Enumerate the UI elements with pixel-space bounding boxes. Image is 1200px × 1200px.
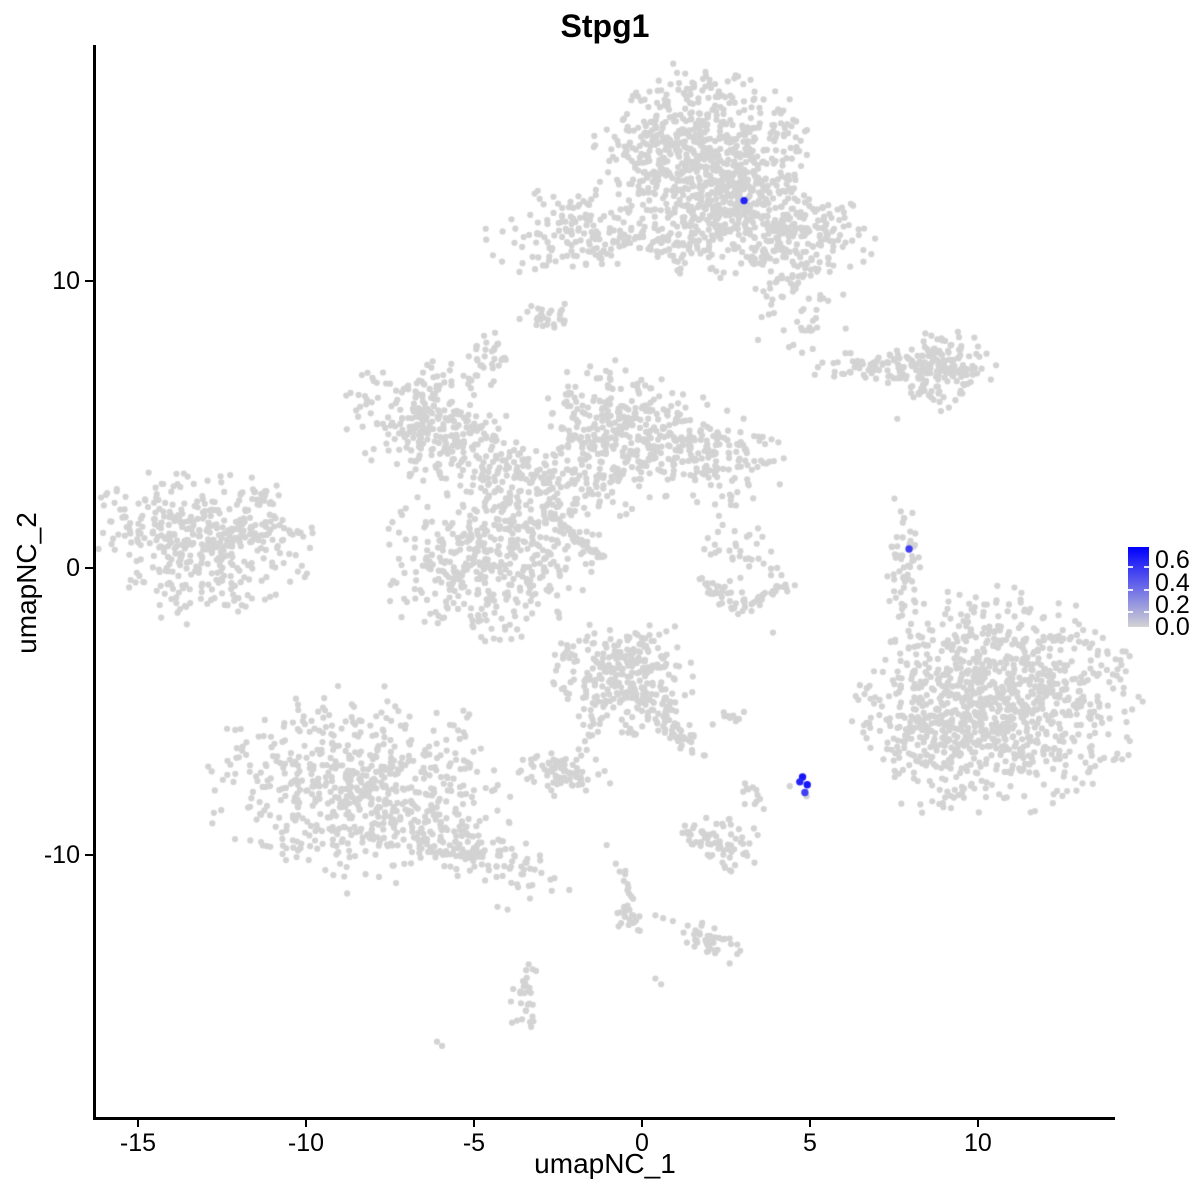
x-axis-line [93,1117,1115,1120]
legend-tick-mark [1144,566,1149,569]
legend-gradient-bar [1128,547,1149,635]
y-tick-label: 10 [52,266,80,295]
legend-tick-mark [1128,633,1133,635]
y-tick-mark [85,566,93,570]
y-tick-mark [85,279,93,283]
y-tick-label: -10 [43,841,80,870]
x-tick-mark [976,1119,980,1127]
x-tick-mark [640,1119,644,1127]
y-axis-title: umapNC_2 [11,512,42,654]
y-tick-mark [85,853,93,857]
legend-tick-mark [1144,610,1149,613]
legend-tick-mark [1128,610,1133,613]
x-tick-mark [472,1119,476,1127]
x-tick-mark [808,1119,812,1127]
x-tick-mark [304,1119,308,1127]
legend-tick-mark [1128,566,1133,569]
x-tick-label: 10 [964,1129,992,1157]
x-tick-label: -5 [462,1129,486,1157]
legend-tick-mark [1144,588,1149,591]
y-tick-label: 0 [66,554,80,582]
x-tick-label: 5 [802,1129,817,1157]
legend-label: 0.0 [1155,613,1190,641]
legend-label: 0.4 [1155,568,1190,597]
x-tick-label: 0 [635,1129,649,1157]
x-tick-mark [136,1119,140,1127]
legend-tick-mark [1144,633,1149,635]
x-tick-label: -10 [287,1129,325,1157]
x-tick-label: -15 [119,1129,157,1157]
legend-label: 0.6 [1155,546,1190,575]
y-axis-line [93,45,96,1120]
legend-tick-mark [1128,588,1133,591]
legend: 0.6 0.4 0.2 0.0 [1122,540,1200,640]
x-axis-title: umapNC_1 [534,1148,676,1179]
legend-label: 0.2 [1155,590,1190,619]
